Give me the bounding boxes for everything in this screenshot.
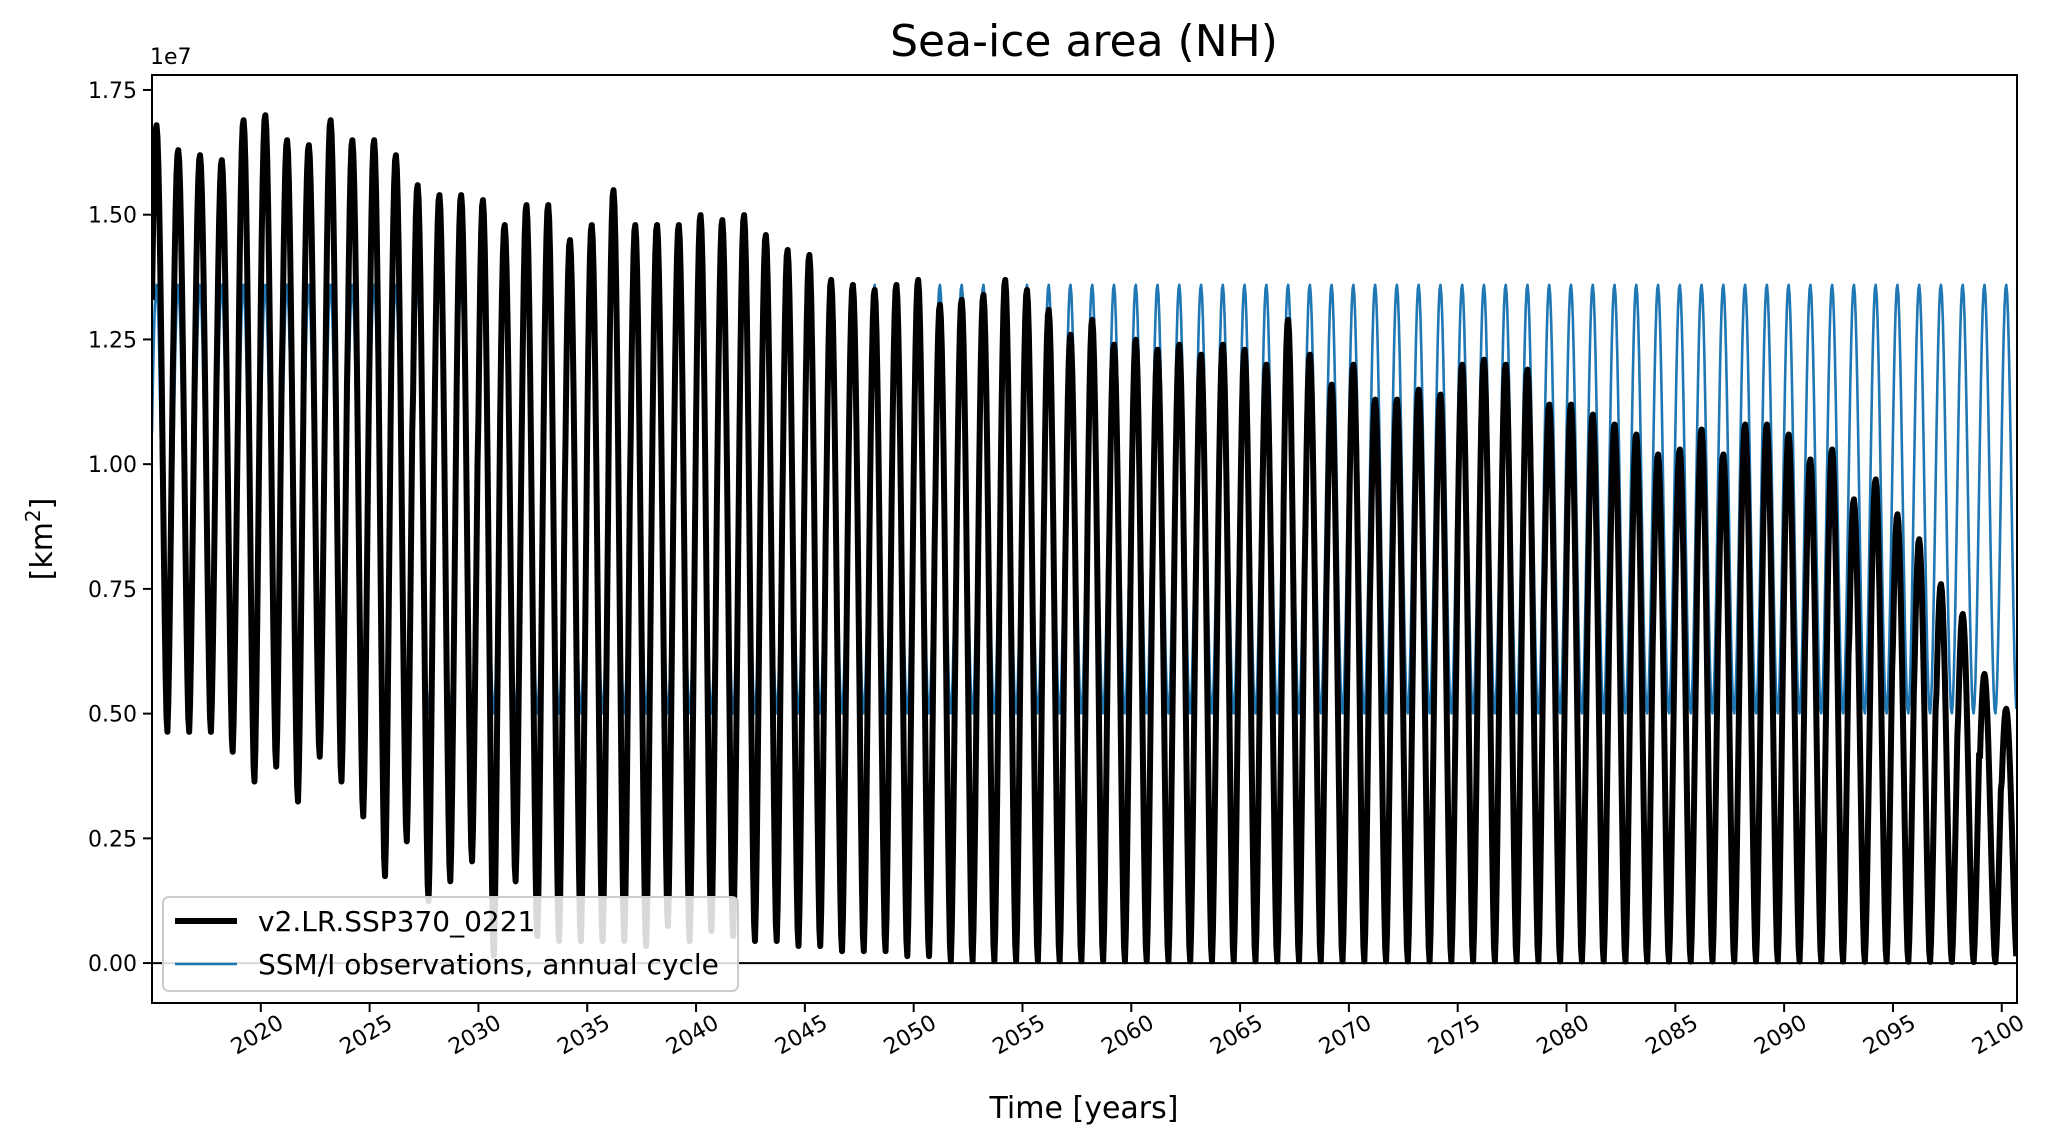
- y-tick-label: 1.25: [88, 328, 137, 353]
- y-tick-label: 0.50: [88, 703, 137, 728]
- x-tick-label: 2035: [553, 1011, 614, 1061]
- y-offset-text: 1e7: [150, 45, 192, 70]
- chart-title: Sea-ice area (NH): [890, 16, 1278, 67]
- y-axis-label-close: ]: [25, 498, 60, 510]
- series-line-v2-lr-ssp370: [152, 112, 2017, 966]
- plot-area: [152, 112, 2017, 966]
- x-tick-label: 2030: [445, 1011, 506, 1061]
- x-tick-label: 2065: [1206, 1011, 1267, 1061]
- x-tick-label: 2025: [336, 1011, 397, 1061]
- y-tick-label: 1.75: [88, 79, 137, 104]
- y-tick-label: 1.00: [88, 453, 137, 478]
- y-tick-label: 1.50: [88, 204, 137, 229]
- y-axis-label-main: [km: [25, 522, 60, 580]
- plot-frame: [151, 74, 2018, 1004]
- x-tick-label: 2045: [771, 1011, 832, 1061]
- y-axis-label: [km2]: [21, 498, 60, 581]
- x-tick-label: 2040: [662, 1011, 723, 1061]
- legend-box: [162, 896, 739, 992]
- y-tick-label: 0.00: [88, 952, 137, 977]
- y-tick-label: 0.25: [88, 827, 137, 852]
- x-tick-label: 2055: [989, 1011, 1050, 1061]
- y-axis: 0.00 0.25 0.50 0.75 1.00 1.25 1.50 1.75: [88, 79, 152, 977]
- y-tick-label: 0.75: [88, 578, 137, 603]
- x-tick-label: 2050: [880, 1011, 941, 1061]
- x-tick-label: 2080: [1533, 1011, 1594, 1061]
- x-tick-label: 2020: [227, 1011, 288, 1061]
- x-tick-label: 2070: [1315, 1011, 1376, 1061]
- legend-label-ssmi-observations: SSM/I observations, annual cycle: [258, 948, 719, 981]
- x-tick-label: 2085: [1642, 1011, 1703, 1061]
- x-tick-label: 2075: [1424, 1011, 1485, 1061]
- x-tick-label: 2100: [1968, 1011, 2029, 1061]
- legend-label-v2-lr-ssp370: v2.LR.SSP370_0221: [258, 905, 535, 938]
- x-tick-label: 2060: [1098, 1011, 1159, 1061]
- x-tick-label: 2095: [1859, 1011, 1920, 1061]
- y-axis-label-sup: 2: [21, 509, 45, 522]
- x-axis: 2020 2025 2030 2035 2040 2045 2050 2055 2060 2065…: [227, 1003, 2029, 1060]
- legend: v2.LR.SSP370_0221 SSM/I observations, an…: [162, 896, 739, 992]
- x-axis-label: Time [years]: [989, 1091, 1179, 1126]
- x-tick-label: 2090: [1750, 1011, 1811, 1061]
